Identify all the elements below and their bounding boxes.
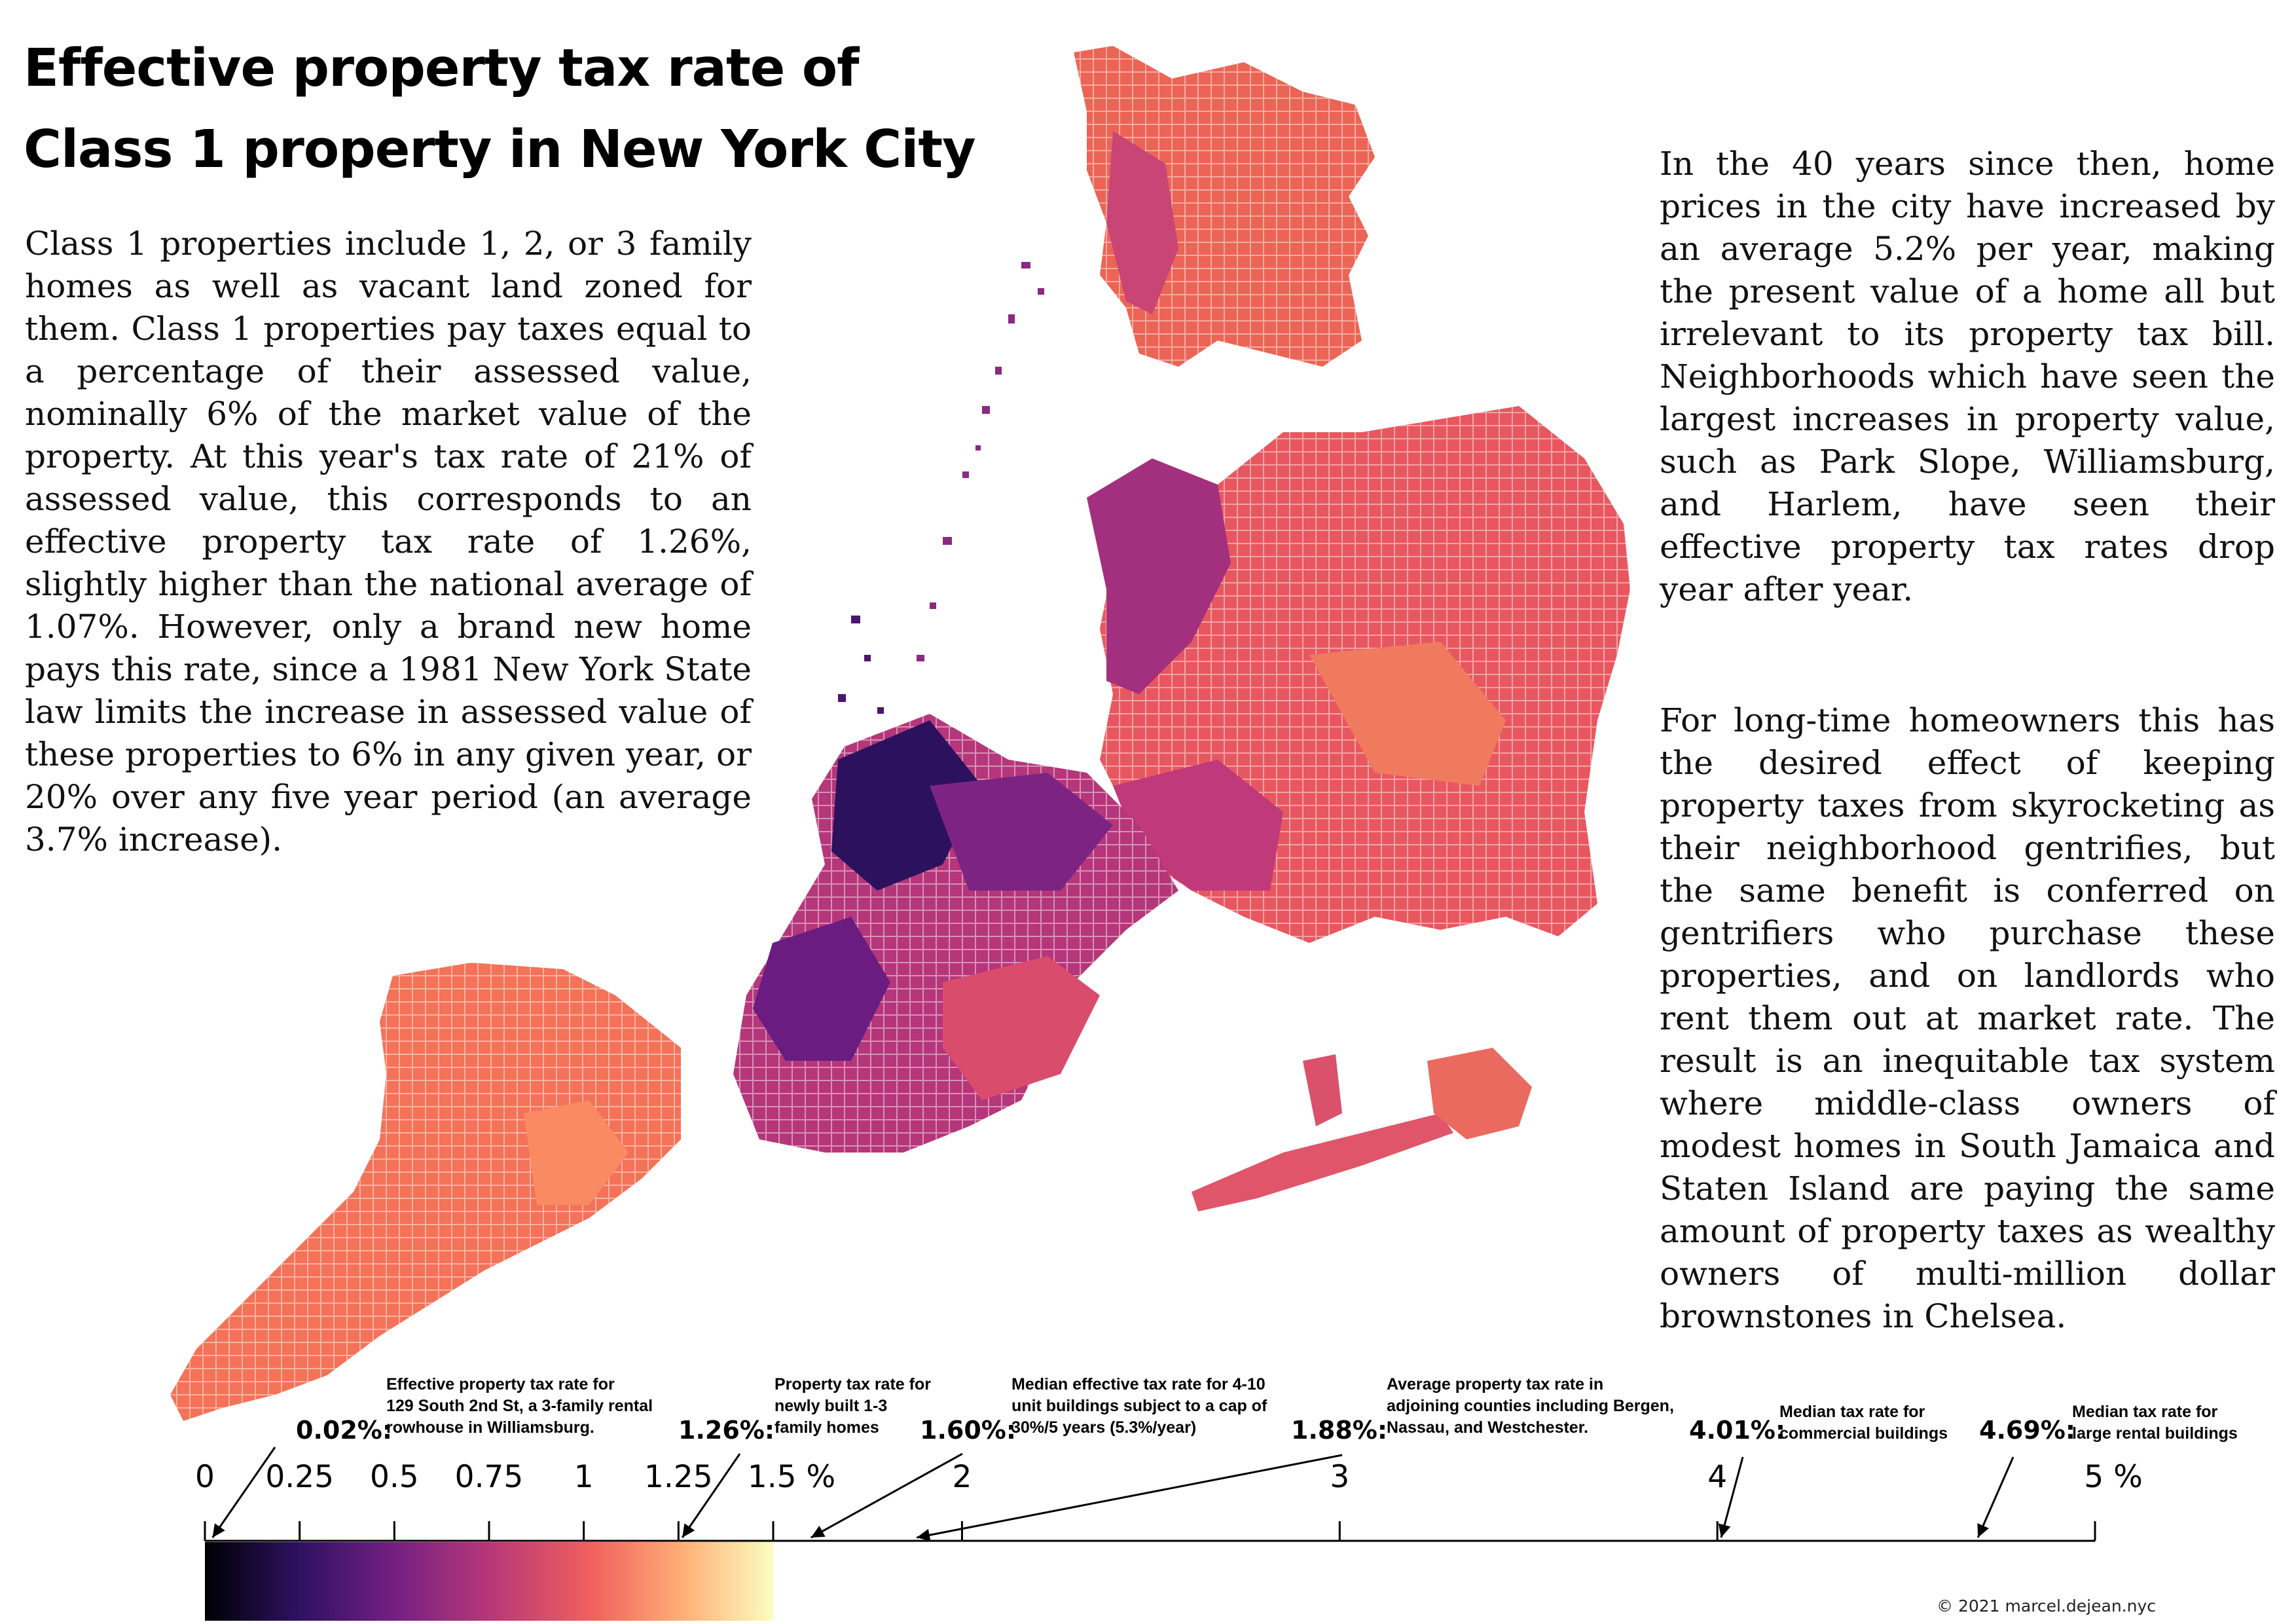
annotation-note: Average property tax rate in adjoining c… <box>1387 1375 1674 1437</box>
annotation-arrow <box>1720 1456 1744 1538</box>
annotation-arrowhead <box>811 1526 826 1538</box>
annotation-note: Effective property tax rate for 129 Sout… <box>386 1375 653 1437</box>
rockaways-region <box>1192 1048 1532 1211</box>
annotation-value: 4.01%: <box>1689 1416 1786 1445</box>
copyright-credit: © 2021 marcel.dejean.nyc <box>1937 1596 2157 1615</box>
annotation-value: 1.26%: <box>678 1416 775 1445</box>
title-line-1: Effective property tax rate of <box>24 38 859 98</box>
annotation-arrowhead <box>1718 1523 1731 1538</box>
brooklyn-region <box>733 714 1178 1153</box>
annotation-note: Median tax rate for commercial buildings <box>1779 1403 1948 1443</box>
scale-tick-label: 0.5 <box>369 1459 419 1495</box>
annotation-arrow <box>681 1453 741 1538</box>
annotation-note: Median tax rate for large rental buildin… <box>2072 1403 2238 1443</box>
scale-axis <box>204 1447 2096 1621</box>
scale-tick-label: 1 <box>574 1459 594 1495</box>
scale-tick-label: 3 <box>1330 1459 1350 1495</box>
scale-tick-label: 0.75 <box>454 1459 524 1495</box>
staten-island-region <box>170 963 681 1421</box>
queens-region <box>1087 406 1630 943</box>
history-paragraph: In the 40 years since then, home prices … <box>1660 145 2275 608</box>
annotation-arrowhead <box>1977 1523 1989 1538</box>
intro-paragraph: Class 1 properties include 1, 2, or 3 fa… <box>25 225 752 858</box>
scale-tick-marks <box>204 1521 2096 1541</box>
magma-colorbar <box>205 1542 773 1621</box>
annotation-arrow <box>1977 1456 2014 1538</box>
scale-tick-label: 1.25 <box>644 1459 713 1495</box>
scale-tick-label: 1.5 % <box>747 1459 836 1495</box>
manhattan-region <box>838 262 1044 714</box>
annotation-value: 4.69%: <box>1979 1416 2076 1445</box>
annotation-value: 1.88%: <box>1291 1416 1388 1445</box>
annotation-arrowhead <box>212 1523 225 1538</box>
title-line-2: Class 1 property in New York City <box>24 119 976 179</box>
annotation-value: 1.60%: <box>920 1416 1017 1445</box>
scale-tick-label: 0.25 <box>265 1459 334 1495</box>
equity-paragraph: For long-time homeowners this has the de… <box>1660 701 2275 1335</box>
annotation-note: Median effective tax rate for 4-10 unit … <box>1011 1375 1267 1437</box>
annotation-note: Property tax rate for newly built 1-3 fa… <box>774 1375 931 1437</box>
scale-tick-label: 2 <box>952 1459 972 1495</box>
annotation-arrow <box>810 1452 963 1539</box>
map-title: Effective property tax rate of Class 1 p… <box>24 28 1045 190</box>
annotation-arrow <box>916 1454 1343 1539</box>
annotation-arrows <box>211 1447 2014 1541</box>
annotation-arrowhead <box>682 1523 695 1538</box>
annotation-value: 0.02%: <box>296 1416 393 1445</box>
bronx-region <box>1074 46 1375 367</box>
annotation-arrowhead <box>917 1528 931 1541</box>
annotation-arrow <box>211 1447 276 1538</box>
scale-tick-label: 4 <box>1707 1459 1728 1495</box>
scale-tick-label: 0 <box>195 1459 215 1495</box>
scale-tick-label: 5 % <box>2084 1459 2143 1495</box>
